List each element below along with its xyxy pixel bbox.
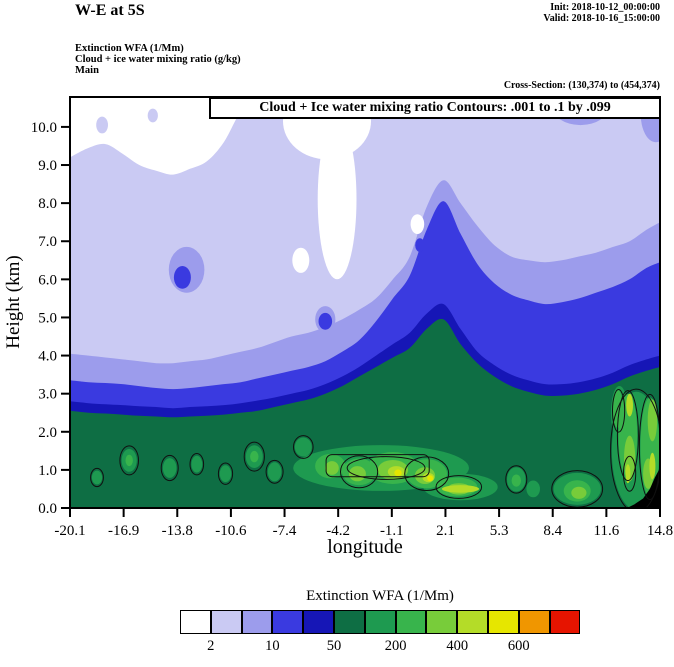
legend-color-box <box>518 610 550 634</box>
y-tick-label: 1.0 <box>38 463 57 479</box>
legend-color-box <box>364 610 396 634</box>
legend-color-box <box>272 610 304 634</box>
legend-tick-label: 50 <box>326 638 342 654</box>
field-list: Extinction WFA (1/Mm) Cloud + ice water … <box>75 43 241 76</box>
y-tick-label: 4.0 <box>38 349 57 365</box>
cloud-ice-contour-lines <box>90 388 660 508</box>
legend-color-box <box>303 610 334 634</box>
x-tick-label: 11.6 <box>594 523 620 539</box>
y-tick-label: 0.0 <box>38 501 57 517</box>
field-cloud-ice: Cloud + ice water mixing ratio (g/kg) <box>75 54 241 65</box>
legend-tick-label: 2 <box>207 638 215 654</box>
field-extinction: Extinction WFA (1/Mm) <box>75 43 184 54</box>
cross-section-plot: 0.0 1.0 2.0 3.0 4.0 5.0 6.0 7.0 8.0 9.0 10.0 -20.1 -… <box>31 96 673 539</box>
y-tick-label: 7.0 <box>38 234 57 250</box>
y-tick-label: 10.0 <box>31 120 57 136</box>
x-tick-label: -4.2 <box>326 523 350 539</box>
legend-title: Extinction WFA (1/Mm) <box>306 588 454 604</box>
field-domain: Main <box>75 65 99 76</box>
x-tick-label: -16.9 <box>108 523 139 539</box>
legend-color-box <box>426 610 458 634</box>
legend-color-box <box>457 610 488 634</box>
x-tick-label: 14.8 <box>647 523 673 539</box>
x-tick-label: 8.4 <box>543 523 562 539</box>
x-tick-label: 5.3 <box>490 523 509 539</box>
valid-time: Valid: 2018-10-16_15:00:00 <box>543 13 660 24</box>
legend-tick-label: 200 <box>384 638 407 654</box>
init-time: Init: 2018-10-12_00:00:00 <box>550 2 660 13</box>
y-tick-label: 3.0 <box>38 387 57 403</box>
x-axis-title: longitude <box>327 536 403 558</box>
legend-color-box <box>333 610 365 634</box>
legend-scale-labels: 2 10 50 200 400 600 <box>0 638 674 658</box>
legend-color-box <box>395 610 427 634</box>
legend-color-box <box>241 610 273 634</box>
y-axis-title: Height (km) <box>3 255 24 349</box>
x-tick-label: -1.1 <box>380 523 404 539</box>
legend-tick-label: 10 <box>265 638 280 654</box>
terrain-fill <box>627 468 660 508</box>
legend-color-box <box>549 610 581 634</box>
legend-colorbar <box>180 610 581 634</box>
legend-color-box <box>210 610 242 634</box>
page-title: W-E at 5S <box>75 2 145 19</box>
y-tick-label: 8.0 <box>38 196 57 212</box>
y-tick-label: 9.0 <box>38 158 57 174</box>
x-tick-label: -10.6 <box>215 523 247 539</box>
cross-section-coords: Cross-Section: (130,374) to (454,374) <box>503 80 660 91</box>
legend-tick-label: 600 <box>507 638 530 654</box>
run-times: Init: 2018-10-12_00:00:00 Valid: 2018-10… <box>543 2 660 24</box>
x-tick-label: -20.1 <box>54 523 85 539</box>
y-tick-label: 5.0 <box>38 310 57 326</box>
contour-info-box: Cloud + Ice water mixing ratio Contours:… <box>209 97 661 119</box>
axis-ticks <box>61 125 661 517</box>
x-tick-label: 2.1 <box>436 523 455 539</box>
y-tick-label: 6.0 <box>38 272 57 288</box>
legend-tick-label: 400 <box>446 638 469 654</box>
contour-fill-layer <box>70 97 660 508</box>
y-tick-label: 2.0 <box>38 425 57 441</box>
legend-color-box <box>487 610 519 634</box>
x-tick-label: -7.4 <box>273 523 297 539</box>
tick-labels: 0.0 1.0 2.0 3.0 4.0 5.0 6.0 7.0 8.0 9.0 10.0 -20.1 -… <box>31 120 673 539</box>
x-tick-label: -13.8 <box>162 523 193 539</box>
legend-color-box <box>180 610 211 634</box>
